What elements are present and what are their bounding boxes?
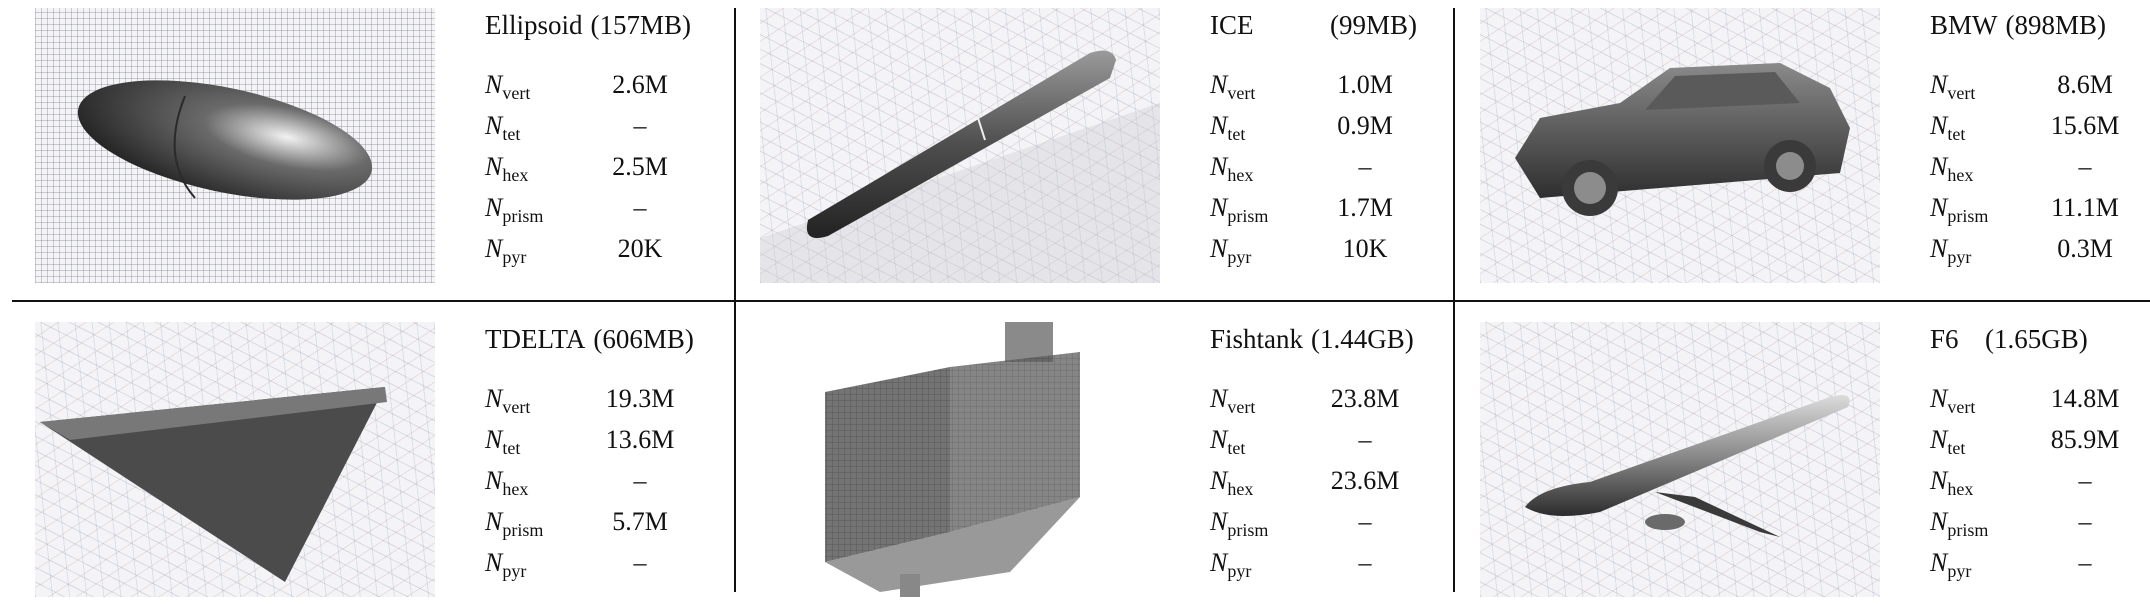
hex-count-row: Nhex – — [1930, 152, 2092, 185]
vert-count-row: Nvert 23.8M — [1210, 384, 1400, 417]
hex-count-row: Nhex 2.5M — [485, 152, 668, 185]
hex-count-row: Nhex – — [1210, 152, 1372, 185]
dataset-title: TDELTA (606MB) — [485, 324, 694, 354]
pyr-count-row: Npyr – — [1930, 548, 2092, 581]
f6-aircraft-mesh-image — [1480, 322, 1880, 597]
delta-wing-mesh-image — [35, 322, 435, 597]
dataset-panel-fishtank: Fishtank (1.44GB) Nvert 23.8M Ntet – Nhex 23… — [760, 322, 1480, 605]
vert-count-row: Nvert 14.8M — [1930, 384, 2120, 417]
ellipsoid-mesh-image — [35, 8, 435, 283]
tet-count-row: Ntet – — [485, 111, 647, 144]
dataset-title: BMW (898MB) — [1930, 10, 2106, 40]
vert-count-row: Nvert 19.3M — [485, 384, 675, 417]
ice-train-mesh-image — [760, 8, 1160, 283]
prism-count-row: Nprism 5.7M — [485, 507, 668, 540]
prism-count-row: Nprism – — [1210, 507, 1372, 540]
dataset-title: Fishtank (1.44GB) — [1210, 324, 1414, 354]
vert-count-row: Nvert 8.6M — [1930, 70, 2113, 103]
pyr-count-row: Npyr 20K — [485, 234, 663, 267]
dataset-panel-f6: F6 (1.65GB) Nvert 14.8M Ntet 85.9M Nhex – Np… — [1480, 322, 2150, 605]
vert-count-row: Nvert 2.6M — [485, 70, 668, 103]
pyr-count-row: Npyr – — [1210, 548, 1372, 581]
tet-count-row: Ntet 85.9M — [1930, 425, 2120, 458]
prism-count-row: Nprism 11.1M — [1930, 193, 2119, 226]
row-divider — [12, 300, 2150, 302]
prism-count-row: Nprism – — [485, 193, 647, 226]
dataset-title: F6 (1.65GB) — [1930, 324, 2088, 354]
tet-count-row: Ntet 15.6M — [1930, 111, 2120, 144]
dataset-title: Ellipsoid (157MB) — [485, 10, 692, 40]
dataset-panel-tdelta: TDELTA (606MB) Nvert 19.3M Ntet 13.6M Nhex –… — [35, 322, 755, 605]
fishtank-mesh-image — [760, 322, 1160, 597]
prism-count-row: Nprism – — [1930, 507, 2092, 540]
hex-count-row: Nhex – — [485, 466, 647, 499]
tet-count-row: Ntet 0.9M — [1210, 111, 1393, 144]
prism-count-row: Nprism 1.7M — [1210, 193, 1393, 226]
dataset-title: ICE (99MB) — [1210, 10, 1417, 40]
pyr-count-row: Npyr 10K — [1210, 234, 1388, 267]
dataset-panel-ellipsoid: Ellipsoid (157MB) Nvert 2.6M Ntet – Nhex 2.5… — [35, 8, 755, 291]
pyr-count-row: Npyr 0.3M — [1930, 234, 2113, 267]
dataset-panel-ice: ICE (99MB) Nvert 1.0M Ntet 0.9M Nhex – Npris… — [760, 8, 1480, 291]
bmw-car-mesh-image — [1480, 8, 1880, 283]
dataset-panel-bmw: BMW (898MB) Nvert 8.6M Ntet 15.6M Nhex – Npr… — [1480, 8, 2150, 291]
pyr-count-row: Npyr – — [485, 548, 647, 581]
hex-count-row: Nhex – — [1930, 466, 2092, 499]
tet-count-row: Ntet 13.6M — [485, 425, 675, 458]
tet-count-row: Ntet – — [1210, 425, 1372, 458]
hex-count-row: Nhex 23.6M — [1210, 466, 1400, 499]
vert-count-row: Nvert 1.0M — [1210, 70, 1393, 103]
